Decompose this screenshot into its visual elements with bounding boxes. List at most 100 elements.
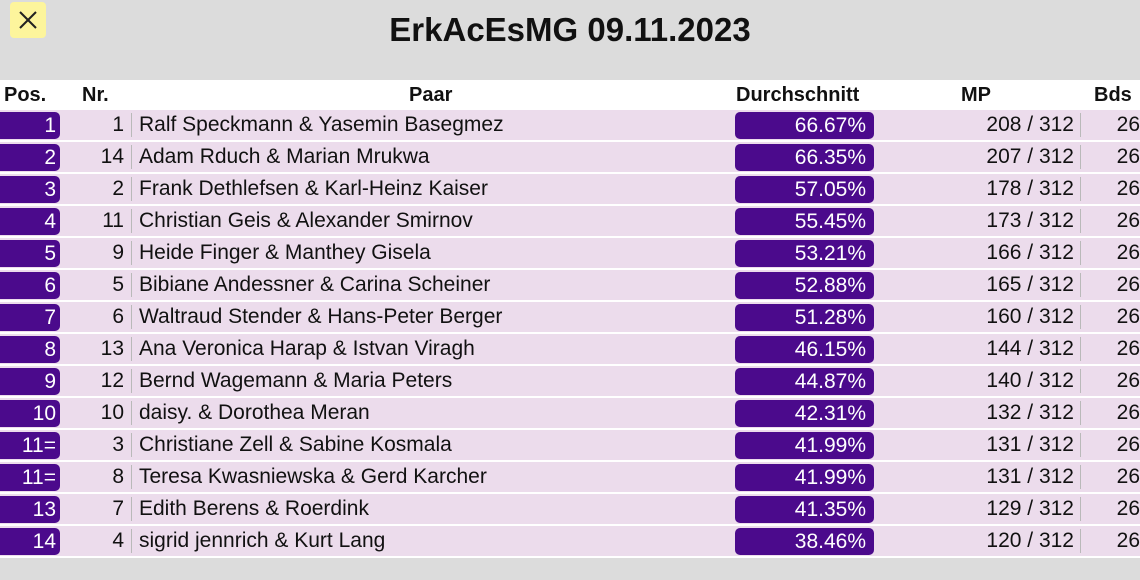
matchpoints: 178 / 312	[986, 177, 1074, 200]
average-badge: 57.05%	[735, 176, 874, 203]
pair-number: 14	[100, 145, 124, 168]
pair-number: 12	[100, 369, 124, 392]
pair-number: 9	[112, 241, 124, 264]
boards-count: 26	[1116, 241, 1140, 264]
pair-name[interactable]: Teresa Kwasniewska & Gerd Karcher	[139, 465, 487, 488]
pair-name[interactable]: Heide Finger & Manthey Gisela	[139, 241, 431, 264]
table-row[interactable]: 1 1 Ralf Speckmann & Yasemin Basegmez 66.67…	[0, 110, 1140, 140]
matchpoints: 173 / 312	[986, 209, 1074, 232]
matchpoints: 207 / 312	[986, 145, 1074, 168]
boards-count: 26	[1116, 401, 1140, 424]
table-row[interactable]: 9 12 Bernd Wagemann & Maria Peters 44.87% 14…	[0, 366, 1140, 396]
pair-name[interactable]: Ana Veronica Harap & Istvan Viragh	[139, 337, 475, 360]
position-badge: 7	[0, 304, 60, 331]
column-divider	[1080, 465, 1081, 489]
average-badge: 42.31%	[735, 400, 874, 427]
table-row[interactable]: 7 6 Waltraud Stender & Hans-Peter Berger 51…	[0, 302, 1140, 332]
pair-number: 1	[112, 113, 124, 136]
average-badge: 52.88%	[735, 272, 874, 299]
close-icon	[19, 11, 37, 29]
pair-name[interactable]: Edith Berens & Roerdink	[139, 497, 369, 520]
boards-count: 26	[1116, 145, 1140, 168]
column-divider	[1080, 305, 1081, 329]
column-divider	[131, 241, 132, 265]
pair-number: 5	[112, 273, 124, 296]
header-bds: Bds	[1094, 84, 1132, 106]
average-badge: 66.35%	[735, 144, 874, 171]
column-divider	[131, 433, 132, 457]
column-divider	[1080, 433, 1081, 457]
column-divider	[1080, 337, 1081, 361]
pair-number: 10	[100, 401, 124, 424]
pair-name[interactable]: daisy. & Dorothea Meran	[139, 401, 370, 424]
position-badge: 4	[0, 208, 60, 235]
table-row[interactable]: 3 2 Frank Dethlefsen & Karl-Heinz Kaiser 57…	[0, 174, 1140, 204]
boards-count: 26	[1116, 337, 1140, 360]
column-divider	[1080, 497, 1081, 521]
header-mp: MP	[961, 84, 991, 106]
pair-name[interactable]: Waltraud Stender & Hans-Peter Berger	[139, 305, 503, 328]
position-badge: 5	[0, 240, 60, 267]
boards-count: 26	[1116, 273, 1140, 296]
average-badge: 44.87%	[735, 368, 874, 395]
pair-name[interactable]: Adam Rduch & Marian Mrukwa	[139, 145, 430, 168]
matchpoints: 129 / 312	[986, 497, 1074, 520]
column-divider	[1080, 273, 1081, 297]
pair-number: 2	[112, 177, 124, 200]
matchpoints: 131 / 312	[986, 433, 1074, 456]
column-divider	[131, 145, 132, 169]
position-badge: 10	[0, 400, 60, 427]
average-badge: 41.35%	[735, 496, 874, 523]
column-divider	[131, 369, 132, 393]
table-row[interactable]: 5 9 Heide Finger & Manthey Gisela 53.21% 166…	[0, 238, 1140, 268]
column-divider	[131, 497, 132, 521]
pair-name[interactable]: Christiane Zell & Sabine Kosmala	[139, 433, 452, 456]
boards-count: 26	[1116, 529, 1140, 552]
position-badge: 13	[0, 496, 60, 523]
table-row[interactable]: 11= 3 Christiane Zell & Sabine Kosmala 41.9…	[0, 430, 1140, 460]
column-divider	[1080, 401, 1081, 425]
column-divider	[1080, 113, 1081, 137]
position-badge: 3	[0, 176, 60, 203]
close-button[interactable]	[10, 2, 46, 38]
table-row[interactable]: 4 11 Christian Geis & Alexander Smirnov 55.…	[0, 206, 1140, 236]
table-row[interactable]: 14 4 sigrid jennrich & Kurt Lang 38.46% 120 …	[0, 526, 1140, 556]
boards-count: 26	[1116, 433, 1140, 456]
column-divider	[1080, 145, 1081, 169]
pair-name[interactable]: Christian Geis & Alexander Smirnov	[139, 209, 473, 232]
average-badge: 41.99%	[735, 432, 874, 459]
average-badge: 51.28%	[735, 304, 874, 331]
average-badge: 41.99%	[735, 464, 874, 491]
table-row[interactable]: 2 14 Adam Rduch & Marian Mrukwa 66.35% 207 /…	[0, 142, 1140, 172]
pair-name[interactable]: sigrid jennrich & Kurt Lang	[139, 529, 386, 552]
table-row[interactable]: 6 5 Bibiane Andessner & Carina Scheiner 52.…	[0, 270, 1140, 300]
pair-name[interactable]: Bernd Wagemann & Maria Peters	[139, 369, 453, 392]
average-badge: 55.45%	[735, 208, 874, 235]
pair-name[interactable]: Ralf Speckmann & Yasemin Basegmez	[139, 113, 504, 136]
matchpoints: 144 / 312	[986, 337, 1074, 360]
position-badge: 1	[0, 112, 60, 139]
table-row[interactable]: 8 13 Ana Veronica Harap & Istvan Viragh 46.…	[0, 334, 1140, 364]
matchpoints: 208 / 312	[986, 113, 1074, 136]
column-divider	[131, 113, 132, 137]
column-divider	[1080, 241, 1081, 265]
column-divider	[1080, 369, 1081, 393]
position-badge: 2	[0, 144, 60, 171]
pair-name[interactable]: Bibiane Andessner & Carina Scheiner	[139, 273, 491, 296]
matchpoints: 165 / 312	[986, 273, 1074, 296]
pair-name[interactable]: Frank Dethlefsen & Karl-Heinz Kaiser	[139, 177, 488, 200]
position-badge: 9	[0, 368, 60, 395]
position-badge: 11=	[0, 464, 60, 491]
matchpoints: 140 / 312	[986, 369, 1074, 392]
column-divider	[131, 177, 132, 201]
matchpoints: 132 / 312	[986, 401, 1074, 424]
table-row[interactable]: 10 10 daisy. & Dorothea Meran 42.31% 132 / 3…	[0, 398, 1140, 428]
pair-number: 3	[112, 433, 124, 456]
pair-number: 4	[112, 529, 124, 552]
table-row[interactable]: 13 7 Edith Berens & Roerdink 41.35% 129 / 31…	[0, 494, 1140, 524]
table-row[interactable]: 11= 8 Teresa Kwasniewska & Gerd Karcher 41.…	[0, 462, 1140, 492]
pair-number: 6	[112, 305, 124, 328]
header-average: Durchschnitt	[736, 84, 860, 106]
column-divider	[131, 337, 132, 361]
position-badge: 8	[0, 336, 60, 363]
